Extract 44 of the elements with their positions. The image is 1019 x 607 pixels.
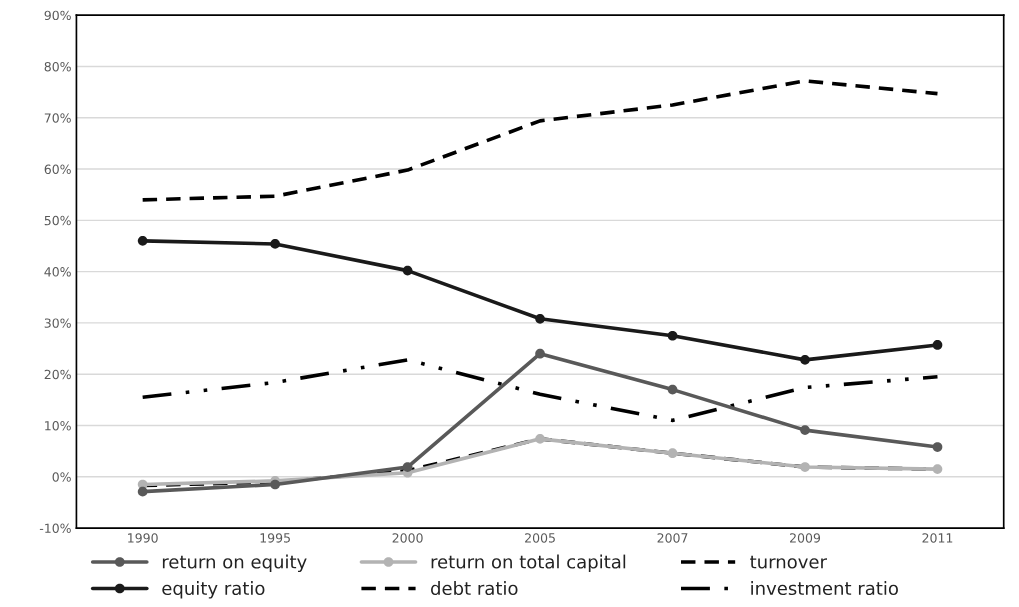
point [800, 354, 810, 365]
point [270, 479, 280, 490]
point [932, 464, 943, 474]
x-tick-label: 1995 [260, 533, 290, 543]
y-tick-label: 80% [44, 61, 71, 72]
x-tick-label: 2009 [790, 533, 821, 543]
point [667, 384, 678, 395]
y-tick-label: 0% [52, 472, 71, 482]
point [402, 462, 413, 472]
legend-label: return on equity [162, 554, 307, 573]
point [800, 425, 810, 435]
x-tick-label: 2011 [922, 533, 953, 543]
x-tick-label: 2005 [525, 533, 555, 543]
point [932, 442, 943, 452]
point [270, 239, 280, 249]
y-tick-label: 40% [44, 267, 71, 277]
legend-label: investment ratio [751, 581, 898, 596]
y-tick-label: 20% [44, 369, 71, 380]
x-tick-label: 2007 [657, 533, 688, 543]
y-tick-label: -10% [39, 523, 71, 534]
legend-label: equity ratio [162, 581, 265, 599]
y-tick-label: 10% [45, 420, 71, 431]
y-tick-label: 90% [44, 10, 71, 21]
point [137, 236, 148, 246]
point [402, 265, 413, 276]
line-series [140, 358, 940, 423]
point [800, 462, 810, 472]
x-tick-label: 1990 [128, 533, 158, 543]
y-tick-label: 30% [44, 318, 71, 328]
y-tick-label: 70% [44, 113, 71, 123]
legend-label: turnover [750, 555, 827, 569]
point [535, 313, 545, 324]
point [535, 348, 545, 359]
legend-label: debt ratio [431, 581, 518, 596]
line-series [140, 79, 940, 202]
point [535, 433, 545, 444]
point [667, 448, 678, 459]
legend-label: return on total capital [431, 554, 626, 573]
y-tick-label: 60% [44, 164, 71, 174]
point [137, 486, 148, 497]
y-tick-label: 50% [44, 215, 71, 226]
point [667, 330, 678, 341]
point [932, 340, 943, 350]
x-tick-label: 2000 [392, 533, 423, 543]
